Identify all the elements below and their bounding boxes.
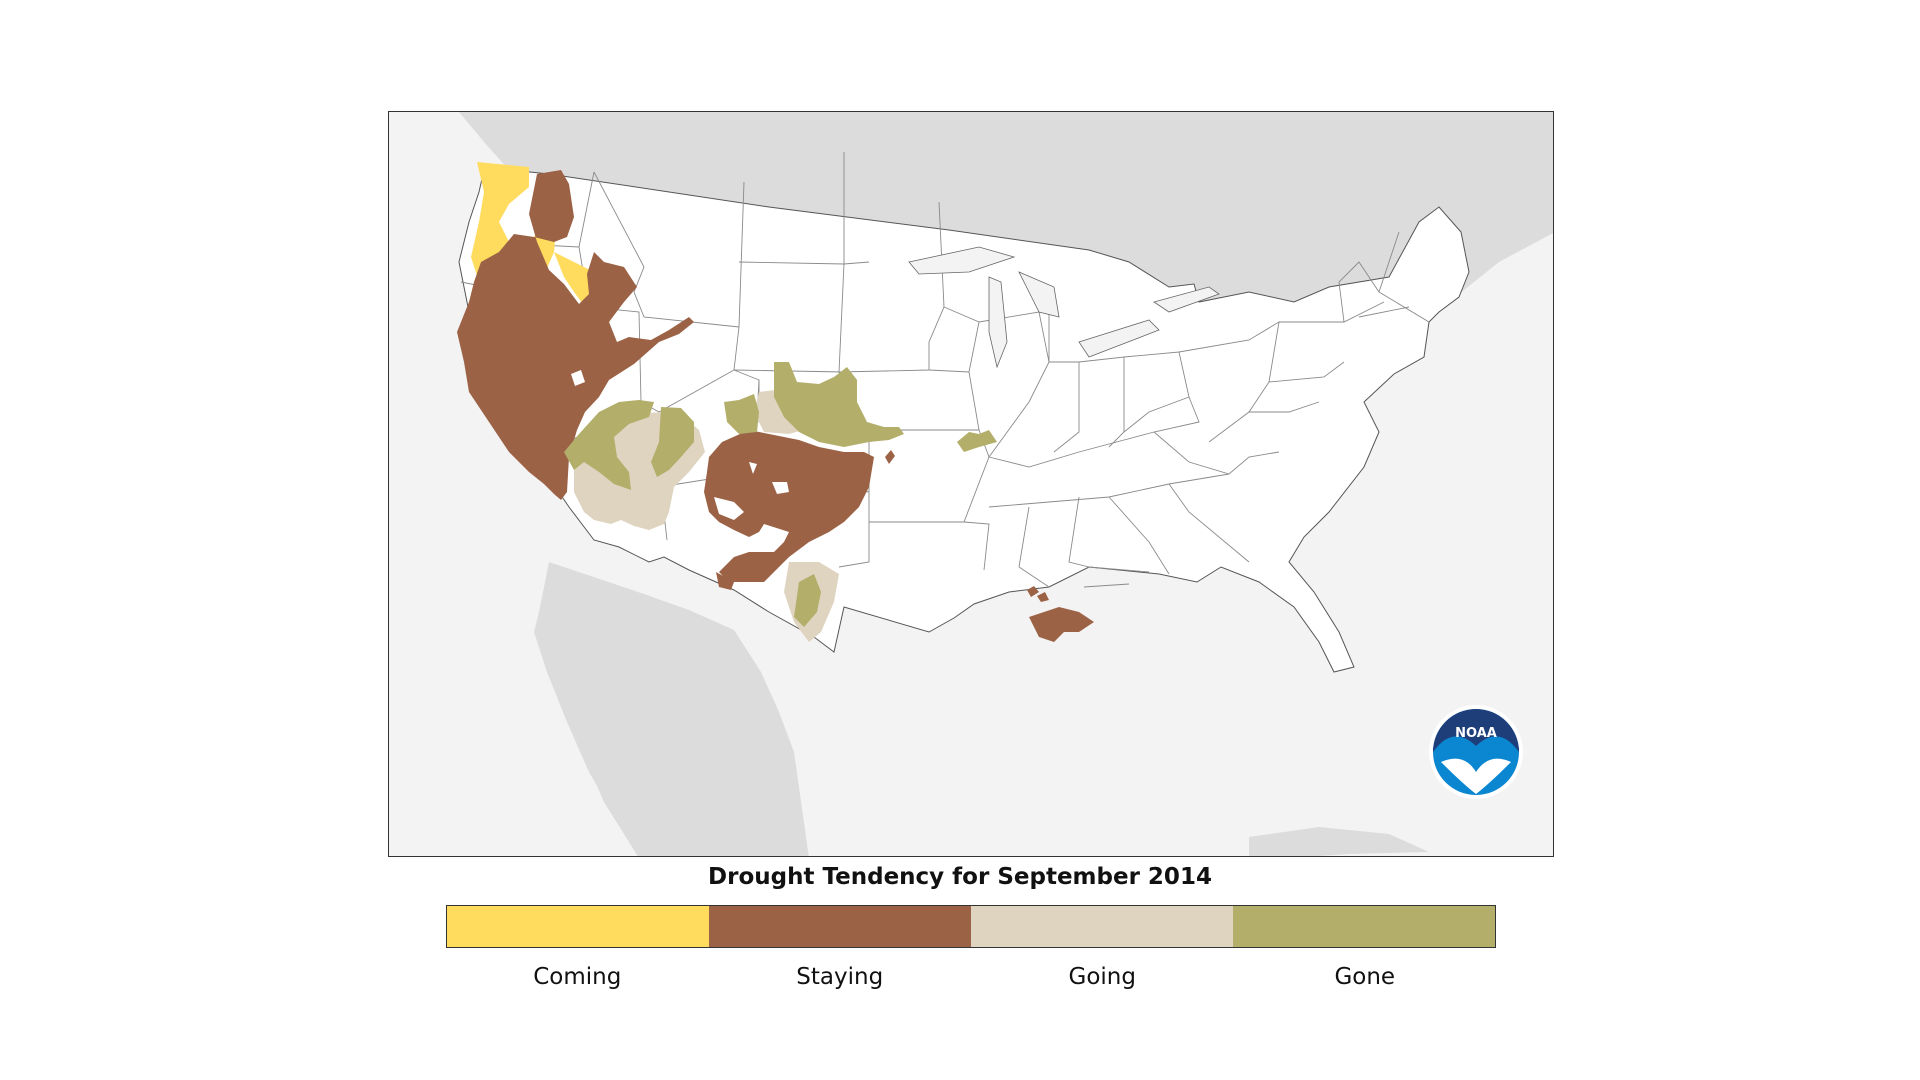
legend-bar	[446, 905, 1496, 948]
legend-swatch-gone	[1233, 906, 1495, 947]
map-title: Drought Tendency for September 2014	[708, 864, 1212, 890]
legend-swatch-coming	[447, 906, 709, 947]
legend-label-staying: Staying	[796, 964, 884, 990]
cuba-island	[1249, 827, 1429, 856]
noaa-gull-icon	[1441, 758, 1511, 794]
legend-labels: Coming Staying Going Gone	[446, 964, 1496, 998]
staying-gaps	[571, 370, 789, 520]
noaa-logo-text: NOAA	[1455, 726, 1497, 741]
noaa-logo-top	[1433, 709, 1519, 752]
legend-label-going: Going	[1068, 964, 1136, 990]
drought-staying-areas	[457, 170, 1094, 642]
legend-swatch-staying	[709, 906, 971, 947]
drought-map: NOAA	[389, 112, 1553, 856]
map-frame: NOAA	[388, 111, 1554, 857]
great-lakes	[908, 246, 1220, 369]
baja-peninsula	[534, 612, 644, 832]
drought-gone-areas	[564, 362, 997, 627]
legend-label-coming: Coming	[533, 964, 622, 990]
noaa-logo: NOAA	[1429, 705, 1523, 799]
legend-swatch-going	[971, 906, 1233, 947]
legend-label-gone: Gone	[1334, 964, 1396, 990]
